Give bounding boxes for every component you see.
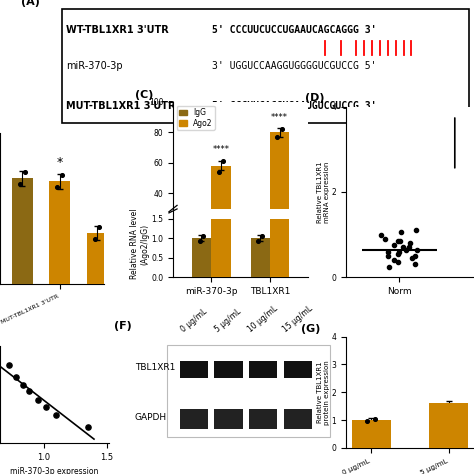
Point [371, 415, 379, 422]
Point [54, 183, 61, 191]
Bar [12, 178, 33, 284]
Bar [249, 361, 277, 378]
Y-axis label: Relative RNA level
(Ago2/IgG): Relative RNA level (Ago2/IgG) [130, 209, 150, 279]
Point [200, 233, 207, 240]
Point [395, 248, 403, 255]
Text: WT-TBL1XR1 3'UTR: WT-TBL1XR1 3'UTR [66, 25, 168, 35]
Point [25, 387, 33, 395]
Point [215, 168, 222, 176]
Point [278, 126, 286, 133]
Point [384, 248, 392, 255]
Bar [211, 219, 230, 277]
Bar [251, 253, 270, 254]
Text: 15 μg/mL: 15 μg/mL [281, 304, 314, 334]
Point [219, 157, 227, 165]
Point [396, 237, 404, 245]
Bar [249, 409, 277, 429]
Point [258, 233, 266, 240]
Bar [251, 238, 270, 277]
Text: (A): (A) [21, 0, 40, 7]
Point [273, 133, 281, 141]
Text: (C): (C) [135, 90, 154, 100]
Point [364, 418, 371, 425]
Point [394, 237, 402, 245]
Text: 5' CCCUUCACGUGAAUGUCGUCCG 3': 5' CCCUUCACGUGAAUGUCGUCCG 3' [212, 101, 377, 111]
Bar [211, 166, 230, 254]
Point [58, 172, 65, 179]
Point [377, 231, 385, 238]
Bar [429, 403, 468, 448]
Point [255, 237, 262, 245]
Text: 0 μg/mL: 0 μg/mL [179, 307, 209, 334]
Point [413, 246, 420, 254]
Point [5, 361, 13, 368]
Point [397, 229, 405, 237]
Text: TBL1XR1: TBL1XR1 [135, 363, 175, 372]
Point [411, 261, 419, 268]
Bar [49, 181, 70, 284]
Point [405, 244, 413, 251]
Bar [192, 238, 211, 277]
Bar [180, 409, 208, 429]
Bar [192, 253, 211, 254]
Point [395, 250, 402, 258]
Text: *: * [56, 156, 63, 169]
Text: GAPDH: GAPDH [135, 413, 167, 422]
Text: (D): (D) [305, 93, 325, 103]
Point [53, 411, 60, 419]
Point [34, 396, 41, 404]
Point [391, 242, 398, 249]
Point [412, 227, 419, 234]
Point [91, 235, 99, 243]
Point [95, 223, 103, 230]
Text: (F): (F) [114, 321, 132, 331]
Bar [87, 233, 107, 284]
Text: 5' CCCUUCUCCUGAAUCAGCAGGG 3': 5' CCCUUCUCCUGAAUCAGCAGGG 3' [212, 25, 377, 35]
X-axis label: miR-370-3p expression: miR-370-3p expression [10, 467, 99, 474]
Point [406, 239, 413, 247]
Point [391, 256, 398, 264]
Y-axis label: Relative TBL1XR1
protein expression: Relative TBL1XR1 protein expression [317, 360, 330, 425]
Point [43, 403, 50, 411]
Point [16, 181, 24, 188]
Bar [352, 420, 391, 448]
Point [384, 252, 392, 260]
Bar [214, 361, 243, 378]
Text: 10 μg/mL: 10 μg/mL [246, 304, 280, 334]
Bar [270, 132, 289, 254]
Point [400, 244, 407, 251]
Point [385, 263, 393, 271]
Y-axis label: Relative TBL1XR1
mRNA expression: Relative TBL1XR1 mRNA expression [317, 161, 330, 223]
Text: ****: **** [212, 145, 229, 154]
Point [196, 237, 203, 245]
Point [21, 168, 28, 176]
Point [12, 374, 20, 381]
Text: MUT-TBL1XR1 3'UTR: MUT-TBL1XR1 3'UTR [66, 101, 175, 111]
Text: ****: **** [271, 113, 288, 122]
Text: 5 μg/mL: 5 μg/mL [214, 307, 243, 334]
Point [411, 252, 419, 260]
Text: 3' UGGUCCAAGGUGGGGUCGUCCG 5': 3' UGGUCCAAGGUGGGGUCGUCCG 5' [212, 61, 377, 72]
Bar [283, 409, 312, 429]
Point [19, 381, 27, 389]
Legend: IgG, Ago2: IgG, Ago2 [177, 106, 215, 130]
Bar [180, 361, 208, 378]
Bar [270, 219, 289, 277]
Bar [167, 346, 330, 437]
Text: (G): (G) [301, 324, 320, 334]
Point [402, 246, 410, 254]
Bar [283, 361, 312, 378]
Point [84, 423, 91, 430]
Point [409, 255, 416, 262]
Point [382, 235, 389, 243]
Text: miR-370-3p: miR-370-3p [66, 61, 122, 72]
Point [394, 259, 401, 266]
Bar [214, 409, 243, 429]
